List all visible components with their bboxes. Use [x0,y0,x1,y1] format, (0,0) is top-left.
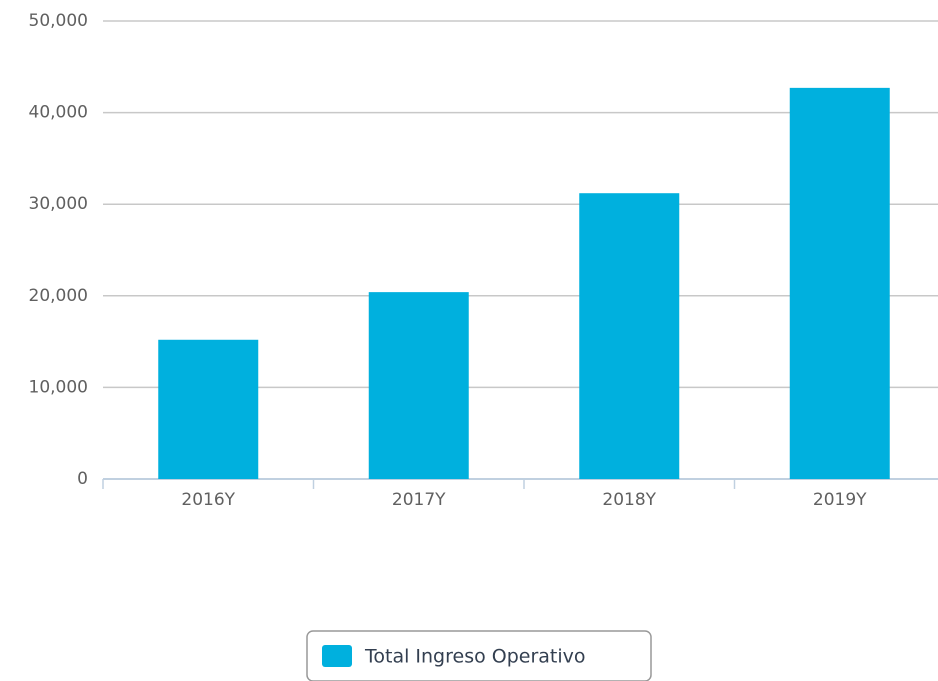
x-tick-label: 2017Y [392,490,446,510]
x-tick-label: 2019Y [813,490,867,510]
x-tick-label: 2016Y [181,490,235,510]
bar [579,193,680,479]
y-tick-label: 50,000 [29,11,88,31]
y-tick-label: 10,000 [29,377,88,397]
bar [368,292,469,479]
bar [789,87,890,480]
legend-box [306,630,652,681]
bar [158,339,259,479]
y-tick-label: 20,000 [29,286,88,306]
y-tick-label: 30,000 [29,194,88,214]
y-tick-label: 40,000 [29,103,88,123]
legend-swatch [322,645,352,667]
y-tick-label: 0 [77,469,88,489]
x-tick-label: 2018Y [602,490,656,510]
legend-label: Total Ingreso Operativo [364,646,586,668]
